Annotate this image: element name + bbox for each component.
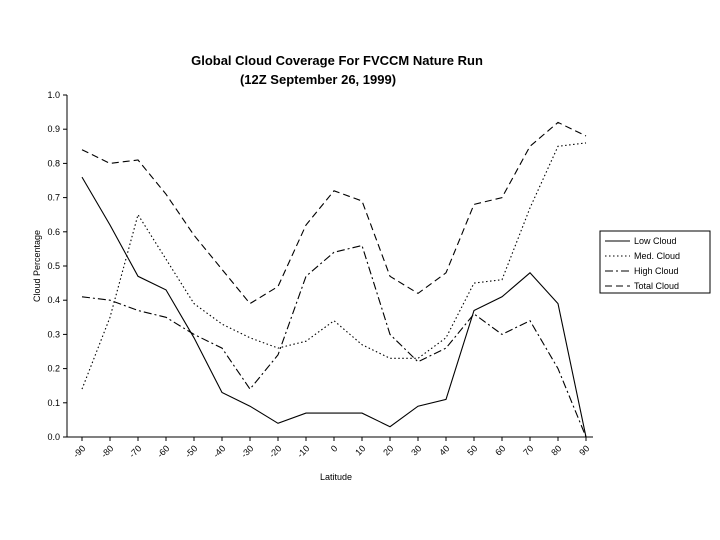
- x-tick-label: 60: [493, 443, 507, 457]
- y-tick-label: 0.5: [47, 261, 60, 271]
- y-tick-label: 1.0: [47, 90, 60, 100]
- y-tick-label: 0.9: [47, 124, 60, 134]
- x-tick-label: 70: [521, 443, 535, 457]
- legend-entry: High Cloud: [634, 266, 679, 276]
- x-tick-label: -80: [99, 443, 115, 459]
- x-tick-label: -60: [155, 443, 171, 459]
- legend-items: Low Cloud Med. Cloud High Cloud Total Cloud: [605, 236, 680, 291]
- x-tick-label: -30: [239, 443, 255, 459]
- y-axis-label: Cloud Percentage: [32, 230, 42, 302]
- legend: Low Cloud Med. Cloud High Cloud Total Cloud: [599, 230, 711, 294]
- y-tick-label: 0.2: [47, 364, 60, 374]
- x-tick-label: 0: [329, 443, 340, 454]
- y-axis-ticks: 0.0 0.1 0.2 0.3 0.4 0.5 0.6 0.7 0.8 0.9 1.0: [47, 90, 67, 442]
- x-tick-label: 10: [353, 443, 367, 457]
- series-lines: [81, 121, 587, 438]
- x-tick-label: 90: [577, 443, 591, 457]
- x-tick-label: 30: [409, 443, 423, 457]
- chart-title: Global Cloud Coverage For FVCCM Nature R…: [191, 53, 483, 68]
- chart-subtitle: (12Z September 26, 1999): [240, 72, 396, 87]
- series-line-total-cloud: [81, 121, 587, 305]
- series-line-high-cloud: [81, 244, 587, 438]
- x-tick-label: 40: [437, 443, 451, 457]
- y-tick-label: 0.6: [47, 227, 60, 237]
- x-tick-label: -50: [183, 443, 199, 459]
- x-tick-label: -20: [267, 443, 283, 459]
- y-tick-label: 0.8: [47, 158, 60, 168]
- y-tick-label: 0.1: [47, 398, 60, 408]
- legend-entry: Total Cloud: [634, 281, 679, 291]
- y-tick-label: 0.3: [47, 329, 60, 339]
- x-tick-label: 50: [465, 443, 479, 457]
- x-axis-label: Latitude: [320, 472, 352, 482]
- series-line-low-cloud: [81, 176, 587, 438]
- series-line-med-cloud: [81, 142, 587, 390]
- x-tick-label: -40: [211, 443, 227, 459]
- x-tick-label: -70: [127, 443, 143, 459]
- x-tick-label: -90: [71, 443, 87, 459]
- x-axis-ticks: -90 -80 -70 -60 -50 -40 -30 -20 -10 0 10 20 30 40 50 60…: [71, 437, 591, 460]
- legend-entry: Med. Cloud: [634, 251, 680, 261]
- y-tick-label: 0.4: [47, 295, 60, 305]
- x-tick-label: 80: [549, 443, 563, 457]
- x-tick-label: -10: [295, 443, 311, 459]
- legend-entry: Low Cloud: [634, 236, 677, 246]
- y-tick-label: 0.0: [47, 432, 60, 442]
- x-tick-label: 20: [381, 443, 395, 457]
- y-tick-label: 0.7: [47, 193, 60, 203]
